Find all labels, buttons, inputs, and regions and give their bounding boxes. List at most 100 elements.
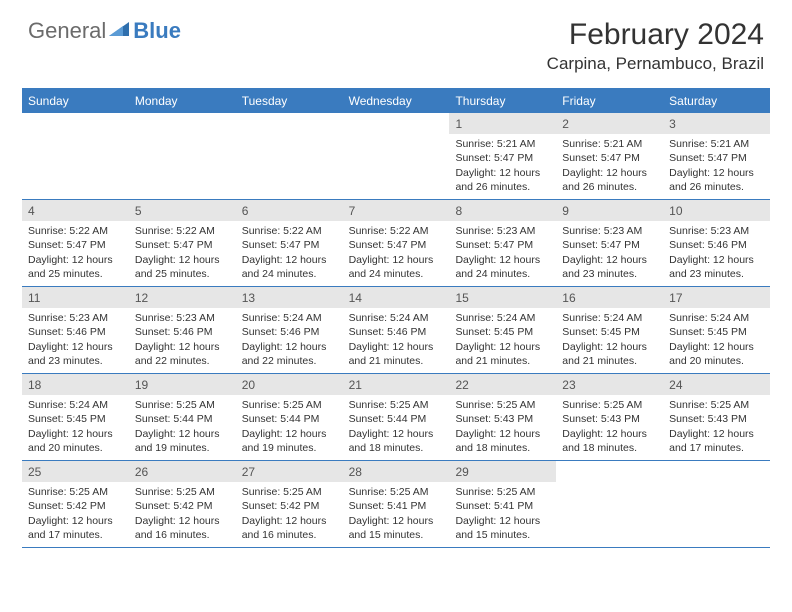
day-info: Sunrise: 5:24 AMSunset: 5:46 PMDaylight:… <box>236 308 343 372</box>
day-info: Sunrise: 5:23 AMSunset: 5:46 PMDaylight:… <box>22 308 129 372</box>
day-number: 2 <box>556 113 663 134</box>
week-row: 4Sunrise: 5:22 AMSunset: 5:47 PMDaylight… <box>22 200 770 287</box>
daylight-text: Daylight: 12 hours and 18 minutes. <box>562 427 657 455</box>
sunset-text: Sunset: 5:46 PM <box>349 325 444 339</box>
day-cell: 17Sunrise: 5:24 AMSunset: 5:45 PMDayligh… <box>663 287 770 373</box>
sunrise-text: Sunrise: 5:23 AM <box>135 311 230 325</box>
day-number: 23 <box>556 374 663 395</box>
day-number: 16 <box>556 287 663 308</box>
day-cell <box>236 113 343 199</box>
day-number: 10 <box>663 200 770 221</box>
sunrise-text: Sunrise: 5:25 AM <box>669 398 764 412</box>
sunset-text: Sunset: 5:46 PM <box>28 325 123 339</box>
daylight-text: Daylight: 12 hours and 15 minutes. <box>455 514 550 542</box>
day-cell: 11Sunrise: 5:23 AMSunset: 5:46 PMDayligh… <box>22 287 129 373</box>
daylight-text: Daylight: 12 hours and 18 minutes. <box>349 427 444 455</box>
week-row: 1Sunrise: 5:21 AMSunset: 5:47 PMDaylight… <box>22 113 770 200</box>
sunrise-text: Sunrise: 5:25 AM <box>562 398 657 412</box>
day-cell: 10Sunrise: 5:23 AMSunset: 5:46 PMDayligh… <box>663 200 770 286</box>
day-cell: 27Sunrise: 5:25 AMSunset: 5:42 PMDayligh… <box>236 461 343 547</box>
logo: General Blue <box>28 18 181 44</box>
day-cell <box>343 113 450 199</box>
day-cell: 4Sunrise: 5:22 AMSunset: 5:47 PMDaylight… <box>22 200 129 286</box>
sunset-text: Sunset: 5:47 PM <box>349 238 444 252</box>
sunrise-text: Sunrise: 5:22 AM <box>349 224 444 238</box>
sunrise-text: Sunrise: 5:23 AM <box>28 311 123 325</box>
weeks-container: 1Sunrise: 5:21 AMSunset: 5:47 PMDaylight… <box>22 113 770 548</box>
day-header-thu: Thursday <box>449 89 556 113</box>
daylight-text: Daylight: 12 hours and 15 minutes. <box>349 514 444 542</box>
daylight-text: Daylight: 12 hours and 20 minutes. <box>669 340 764 368</box>
sunset-text: Sunset: 5:43 PM <box>669 412 764 426</box>
daylight-text: Daylight: 12 hours and 22 minutes. <box>242 340 337 368</box>
sunset-text: Sunset: 5:45 PM <box>562 325 657 339</box>
month-title: February 2024 <box>547 18 764 52</box>
day-cell: 12Sunrise: 5:23 AMSunset: 5:46 PMDayligh… <box>129 287 236 373</box>
sunrise-text: Sunrise: 5:25 AM <box>242 485 337 499</box>
day-info: Sunrise: 5:25 AMSunset: 5:42 PMDaylight:… <box>22 482 129 546</box>
day-cell: 19Sunrise: 5:25 AMSunset: 5:44 PMDayligh… <box>129 374 236 460</box>
sunset-text: Sunset: 5:46 PM <box>242 325 337 339</box>
logo-text-blue: Blue <box>133 18 181 44</box>
daylight-text: Daylight: 12 hours and 21 minutes. <box>349 340 444 368</box>
day-number: 26 <box>129 461 236 482</box>
day-info: Sunrise: 5:23 AMSunset: 5:47 PMDaylight:… <box>449 221 556 285</box>
day-number: 25 <box>22 461 129 482</box>
day-info: Sunrise: 5:23 AMSunset: 5:46 PMDaylight:… <box>663 221 770 285</box>
daylight-text: Daylight: 12 hours and 23 minutes. <box>562 253 657 281</box>
sunrise-text: Sunrise: 5:25 AM <box>242 398 337 412</box>
week-row: 25Sunrise: 5:25 AMSunset: 5:42 PMDayligh… <box>22 461 770 548</box>
daylight-text: Daylight: 12 hours and 16 minutes. <box>135 514 230 542</box>
day-cell: 9Sunrise: 5:23 AMSunset: 5:47 PMDaylight… <box>556 200 663 286</box>
daylight-text: Daylight: 12 hours and 17 minutes. <box>669 427 764 455</box>
day-info: Sunrise: 5:21 AMSunset: 5:47 PMDaylight:… <box>449 134 556 198</box>
day-info: Sunrise: 5:25 AMSunset: 5:42 PMDaylight:… <box>236 482 343 546</box>
day-header-tue: Tuesday <box>236 89 343 113</box>
day-info: Sunrise: 5:25 AMSunset: 5:44 PMDaylight:… <box>236 395 343 459</box>
daylight-text: Daylight: 12 hours and 23 minutes. <box>28 340 123 368</box>
week-row: 11Sunrise: 5:23 AMSunset: 5:46 PMDayligh… <box>22 287 770 374</box>
day-info: Sunrise: 5:22 AMSunset: 5:47 PMDaylight:… <box>236 221 343 285</box>
day-info: Sunrise: 5:25 AMSunset: 5:44 PMDaylight:… <box>129 395 236 459</box>
sunset-text: Sunset: 5:47 PM <box>242 238 337 252</box>
day-cell: 3Sunrise: 5:21 AMSunset: 5:47 PMDaylight… <box>663 113 770 199</box>
day-cell: 23Sunrise: 5:25 AMSunset: 5:43 PMDayligh… <box>556 374 663 460</box>
day-cell: 26Sunrise: 5:25 AMSunset: 5:42 PMDayligh… <box>129 461 236 547</box>
sunrise-text: Sunrise: 5:22 AM <box>242 224 337 238</box>
day-number: 5 <box>129 200 236 221</box>
day-info <box>129 118 236 125</box>
day-number: 29 <box>449 461 556 482</box>
sunset-text: Sunset: 5:45 PM <box>455 325 550 339</box>
sunrise-text: Sunrise: 5:24 AM <box>349 311 444 325</box>
day-number: 15 <box>449 287 556 308</box>
sunrise-text: Sunrise: 5:22 AM <box>135 224 230 238</box>
day-number: 20 <box>236 374 343 395</box>
day-info: Sunrise: 5:25 AMSunset: 5:41 PMDaylight:… <box>343 482 450 546</box>
day-number: 24 <box>663 374 770 395</box>
daylight-text: Daylight: 12 hours and 26 minutes. <box>455 166 550 194</box>
daylight-text: Daylight: 12 hours and 22 minutes. <box>135 340 230 368</box>
day-number: 18 <box>22 374 129 395</box>
sunrise-text: Sunrise: 5:24 AM <box>28 398 123 412</box>
sunrise-text: Sunrise: 5:25 AM <box>455 398 550 412</box>
sunset-text: Sunset: 5:47 PM <box>28 238 123 252</box>
day-info <box>236 118 343 125</box>
day-cell: 28Sunrise: 5:25 AMSunset: 5:41 PMDayligh… <box>343 461 450 547</box>
daylight-text: Daylight: 12 hours and 24 minutes. <box>455 253 550 281</box>
sunset-text: Sunset: 5:47 PM <box>562 151 657 165</box>
day-cell: 6Sunrise: 5:22 AMSunset: 5:47 PMDaylight… <box>236 200 343 286</box>
day-number: 12 <box>129 287 236 308</box>
sunset-text: Sunset: 5:47 PM <box>455 238 550 252</box>
sunrise-text: Sunrise: 5:21 AM <box>455 137 550 151</box>
sunset-text: Sunset: 5:46 PM <box>669 238 764 252</box>
day-info: Sunrise: 5:25 AMSunset: 5:43 PMDaylight:… <box>449 395 556 459</box>
day-info: Sunrise: 5:24 AMSunset: 5:45 PMDaylight:… <box>449 308 556 372</box>
day-number: 19 <box>129 374 236 395</box>
day-info: Sunrise: 5:24 AMSunset: 5:45 PMDaylight:… <box>22 395 129 459</box>
sunrise-text: Sunrise: 5:24 AM <box>242 311 337 325</box>
day-cell: 7Sunrise: 5:22 AMSunset: 5:47 PMDaylight… <box>343 200 450 286</box>
day-header-mon: Monday <box>129 89 236 113</box>
daylight-text: Daylight: 12 hours and 24 minutes. <box>349 253 444 281</box>
triangle-icon <box>109 20 131 43</box>
sunrise-text: Sunrise: 5:22 AM <box>28 224 123 238</box>
